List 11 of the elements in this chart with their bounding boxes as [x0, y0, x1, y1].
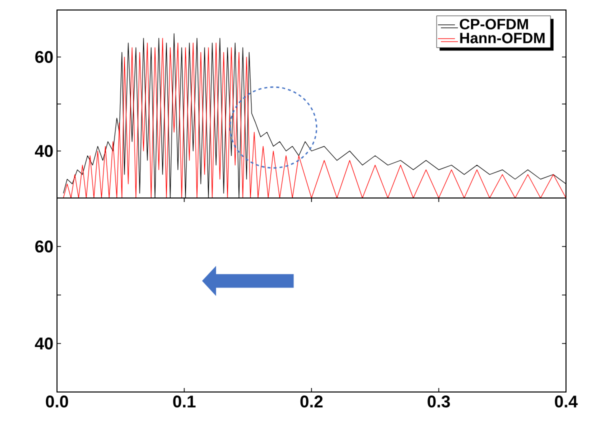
x-tick-label: 0.4 [554, 396, 578, 408]
x-tick-label: 0.1 [173, 396, 196, 408]
y-tick-label: 60 [35, 240, 53, 252]
y-tick-label: 40 [34, 338, 53, 350]
x-tick-label: 0.0 [46, 396, 68, 408]
x-tick-label: 0.3 [428, 396, 450, 408]
legend-label: Hann-OFDM [460, 32, 545, 44]
y-tick-label: 60 [35, 51, 53, 63]
x-tick-label: 0.2 [300, 396, 323, 408]
y-tick-label: 40 [34, 145, 53, 157]
legend-label: CP-OFDM [460, 18, 528, 30]
